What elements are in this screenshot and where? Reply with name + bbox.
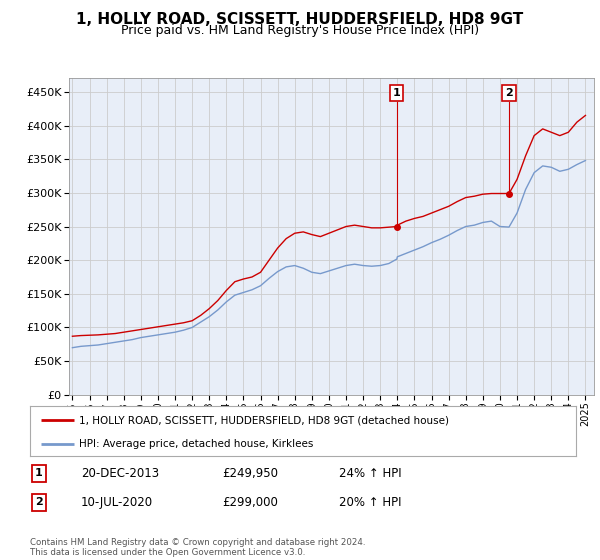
Text: 10-JUL-2020: 10-JUL-2020	[81, 496, 153, 509]
Text: £299,000: £299,000	[222, 496, 278, 509]
Text: 20% ↑ HPI: 20% ↑ HPI	[339, 496, 401, 509]
Text: Contains HM Land Registry data © Crown copyright and database right 2024.
This d: Contains HM Land Registry data © Crown c…	[30, 538, 365, 557]
Text: 1, HOLLY ROAD, SCISSETT, HUDDERSFIELD, HD8 9GT (detached house): 1, HOLLY ROAD, SCISSETT, HUDDERSFIELD, H…	[79, 415, 449, 425]
Text: 1, HOLLY ROAD, SCISSETT, HUDDERSFIELD, HD8 9GT: 1, HOLLY ROAD, SCISSETT, HUDDERSFIELD, H…	[76, 12, 524, 27]
Text: 1: 1	[35, 468, 43, 478]
Text: 2: 2	[505, 88, 513, 98]
Text: HPI: Average price, detached house, Kirklees: HPI: Average price, detached house, Kirk…	[79, 439, 314, 449]
Text: £249,950: £249,950	[222, 466, 278, 480]
Text: 2: 2	[35, 497, 43, 507]
Text: 20-DEC-2013: 20-DEC-2013	[81, 466, 159, 480]
Text: 1: 1	[393, 88, 401, 98]
Text: Price paid vs. HM Land Registry's House Price Index (HPI): Price paid vs. HM Land Registry's House …	[121, 24, 479, 37]
Text: 24% ↑ HPI: 24% ↑ HPI	[339, 466, 401, 480]
